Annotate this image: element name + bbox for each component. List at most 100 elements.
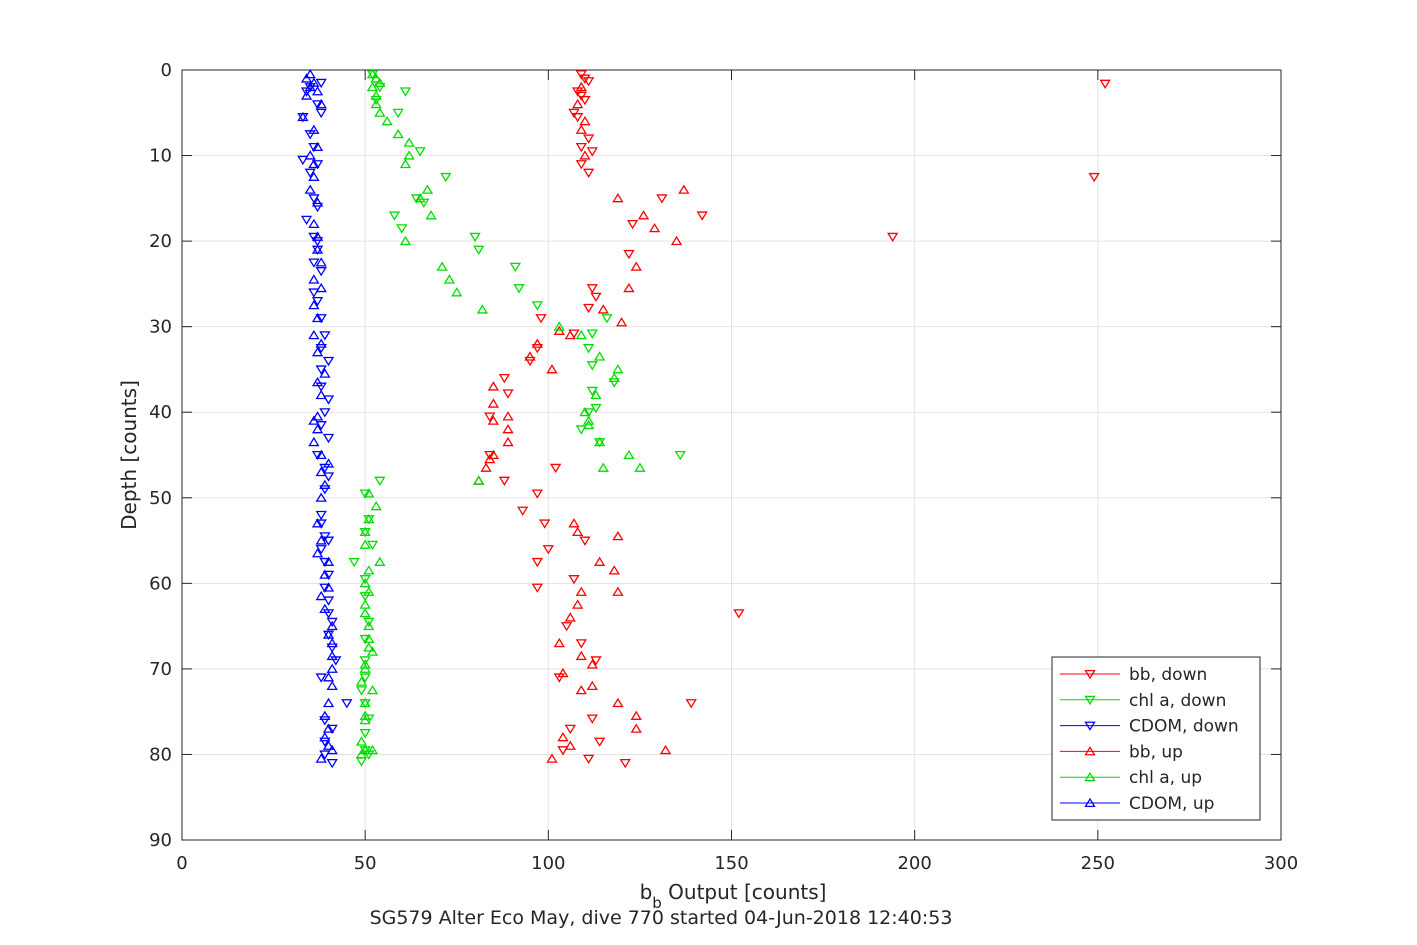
series-2	[297, 78, 353, 769]
data-point	[612, 364, 624, 374]
data-point	[546, 753, 558, 763]
data-point	[319, 603, 331, 614]
data-point	[579, 536, 591, 546]
data-point	[487, 381, 500, 391]
data-point	[582, 419, 595, 430]
data-point	[582, 408, 595, 418]
data-point	[399, 87, 412, 97]
legend-entry: bb, up	[1129, 742, 1183, 762]
data-point	[579, 406, 591, 417]
data-point	[696, 211, 708, 221]
data-point	[480, 462, 492, 472]
legend-marker	[1084, 695, 1096, 706]
legend-entry: bb, down	[1129, 665, 1207, 685]
data-point	[308, 329, 320, 340]
data-point	[685, 699, 697, 709]
data-point	[308, 436, 320, 447]
data-point	[1099, 79, 1111, 89]
data-point	[359, 656, 371, 666]
data-point	[370, 73, 382, 83]
data-point	[322, 723, 335, 733]
data-point	[542, 545, 554, 555]
data-point	[319, 583, 331, 593]
data-point	[659, 744, 672, 755]
data-point	[593, 351, 606, 361]
legend-marker	[1084, 669, 1096, 680]
data-point	[473, 475, 485, 485]
data-point	[370, 90, 382, 100]
data-point	[564, 724, 576, 735]
data-point	[575, 650, 587, 661]
data-point	[315, 421, 327, 431]
data-point	[326, 744, 338, 755]
data-point	[586, 714, 598, 724]
data-point	[319, 750, 331, 760]
data-point	[355, 736, 368, 746]
data-point	[502, 389, 514, 399]
data-point	[359, 526, 371, 537]
data-point	[502, 424, 514, 434]
data-point	[531, 557, 543, 568]
data-point	[304, 168, 316, 178]
data-point	[326, 724, 338, 735]
data-point	[678, 184, 690, 194]
data-point	[612, 586, 624, 596]
data-point	[590, 292, 602, 303]
data-point	[571, 98, 584, 109]
data-point	[733, 609, 745, 619]
data-point	[582, 303, 595, 314]
data-point	[564, 612, 576, 622]
data-point	[484, 412, 496, 422]
data-point	[487, 449, 500, 460]
data-point	[308, 194, 320, 204]
data-point	[363, 642, 375, 652]
data-point	[535, 314, 547, 324]
data-point	[593, 737, 606, 747]
data-point	[630, 261, 642, 271]
data-point	[524, 356, 536, 367]
data-point	[403, 137, 415, 147]
data-point	[615, 317, 628, 327]
data-point	[359, 697, 371, 708]
data-point	[359, 673, 371, 683]
data-point	[308, 415, 320, 425]
data-point	[315, 535, 327, 545]
data-point	[388, 211, 401, 221]
data-point	[586, 361, 598, 371]
legend-entry: chl a, down	[1129, 691, 1226, 711]
data-point	[348, 557, 360, 568]
data-point	[315, 282, 327, 293]
data-point	[363, 488, 375, 498]
data-point	[502, 436, 514, 447]
data-point	[634, 462, 646, 472]
x-tick-label: 300	[1264, 853, 1298, 874]
data-point	[304, 150, 316, 160]
data-point	[582, 168, 595, 178]
data-point	[326, 643, 338, 653]
data-point	[308, 218, 320, 229]
data-point	[531, 338, 543, 348]
data-point	[612, 193, 624, 203]
data-point	[403, 150, 415, 160]
data-point	[311, 411, 324, 421]
data-point	[637, 210, 650, 220]
data-point	[469, 232, 481, 243]
data-point	[414, 147, 426, 157]
data-point	[319, 331, 331, 341]
data-point	[315, 78, 327, 89]
series-0	[484, 70, 1111, 769]
data-point	[315, 519, 327, 529]
data-point	[484, 453, 496, 464]
data-point	[396, 224, 408, 234]
data-point	[359, 663, 371, 673]
x-tick-label: 250	[1081, 853, 1115, 874]
data-point	[315, 510, 327, 521]
data-point	[326, 620, 338, 631]
data-point	[315, 344, 327, 354]
series-1	[348, 70, 686, 767]
data-point	[626, 219, 639, 230]
data-point	[304, 184, 316, 194]
data-point	[630, 710, 642, 720]
legend-entry: chl a, up	[1129, 768, 1202, 788]
data-point	[557, 732, 569, 742]
